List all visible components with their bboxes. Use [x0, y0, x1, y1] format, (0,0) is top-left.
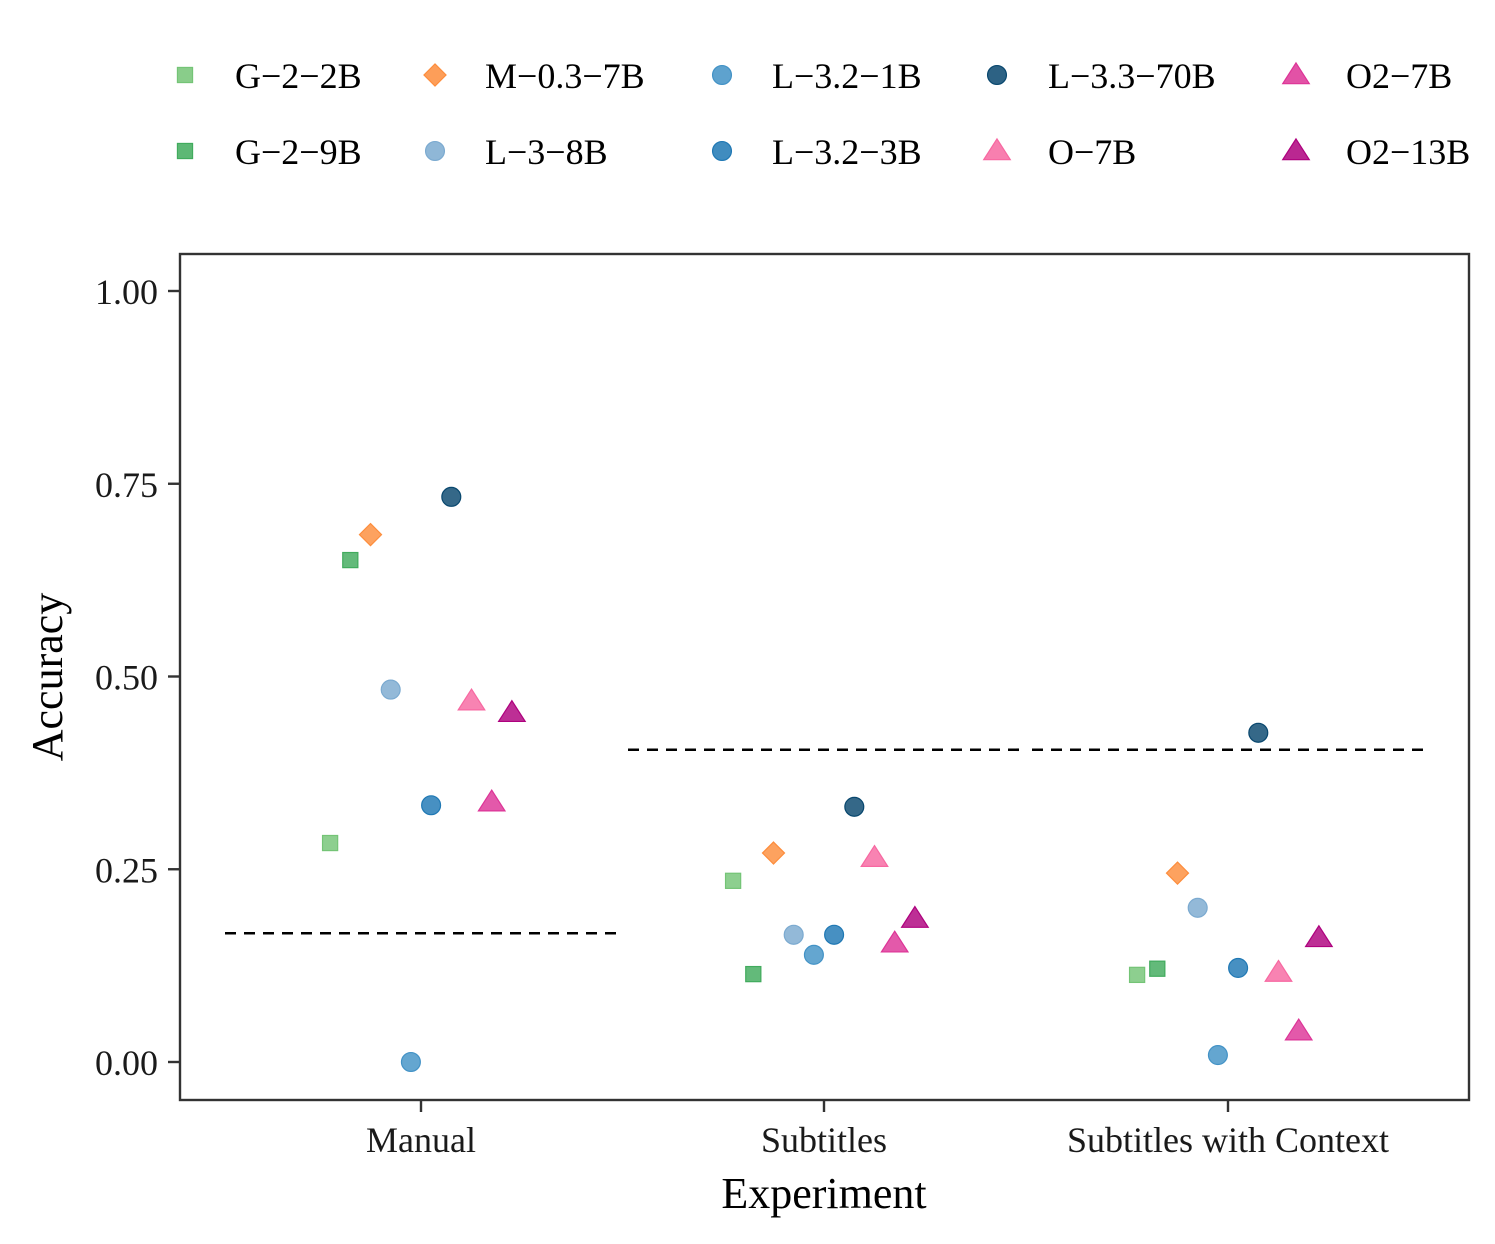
- data-point: [1248, 722, 1269, 743]
- y-axis-title: Accuracy: [23, 593, 72, 762]
- legend-label: M−0.3−7B: [485, 56, 645, 96]
- y-axis: 0.00 0.25 0.50 0.75 1.00: [95, 272, 180, 1083]
- data-point: [477, 788, 507, 812]
- x-axis: Manual Subtitles Subtitles with Context: [366, 1100, 1389, 1160]
- data-point: [441, 486, 462, 507]
- x-axis-title: Experiment: [721, 1169, 926, 1218]
- data-point: [1284, 1017, 1314, 1041]
- data-point: [1149, 960, 1166, 977]
- legend-label: O2−13B: [1346, 132, 1470, 172]
- x-tick-label: Subtitles: [761, 1120, 887, 1160]
- legend-label: O2−7B: [1346, 56, 1452, 96]
- legend-label: L−3.3−70B: [1048, 56, 1216, 96]
- legend-label: G−2−9B: [235, 132, 362, 172]
- data-point: [1187, 897, 1208, 918]
- x-tick-label: Subtitles with Context: [1067, 1120, 1389, 1160]
- baselines: [225, 748, 1424, 935]
- legend-key: [1281, 61, 1311, 85]
- data-point: [457, 687, 486, 711]
- legend-label: O−7B: [1048, 132, 1136, 172]
- data-point: [1304, 924, 1334, 948]
- legend-key: [1281, 137, 1311, 161]
- data-point: [321, 834, 339, 852]
- x-tick-label: Manual: [366, 1120, 476, 1160]
- data-point: [1228, 957, 1249, 978]
- legend-key: [711, 64, 733, 86]
- legend-label: L−3−8B: [485, 132, 608, 172]
- data-point: [1264, 959, 1293, 982]
- legend-key: [176, 66, 194, 84]
- legend-key: [424, 140, 446, 162]
- y-tick-label: 0.25: [95, 850, 158, 890]
- legend-label: G−2−2B: [235, 56, 362, 96]
- legend-label: L−3.2−1B: [772, 56, 922, 96]
- data-points: [321, 486, 1334, 1073]
- y-tick-label: 1.00: [95, 272, 158, 312]
- data-point: [1128, 966, 1146, 984]
- data-point: [421, 795, 442, 816]
- data-point: [860, 844, 889, 867]
- data-point: [1165, 861, 1190, 885]
- data-point: [880, 930, 910, 953]
- y-tick-label: 0.00: [95, 1043, 158, 1083]
- data-point: [824, 924, 845, 945]
- data-point: [844, 796, 865, 817]
- data-point: [497, 699, 527, 723]
- y-tick-label: 0.75: [95, 465, 158, 505]
- legend-key: [986, 64, 1008, 86]
- data-point: [783, 924, 804, 945]
- y-tick-label: 0.50: [95, 658, 158, 698]
- data-point: [724, 872, 742, 889]
- legend-key: [982, 137, 1012, 161]
- data-point: [380, 679, 401, 700]
- legend-key: [711, 140, 733, 162]
- data-point: [358, 522, 383, 547]
- legend-label: L−3.2−3B: [772, 132, 922, 172]
- data-point: [900, 905, 930, 928]
- data-point: [1207, 1045, 1228, 1066]
- legend-key: [176, 142, 194, 160]
- legend: G−2−2B G−2−9B M−0.3−7B L−3−8B L−3.2−1B L−3.2−…: [176, 56, 1470, 172]
- data-point: [803, 944, 824, 965]
- data-point: [745, 965, 762, 983]
- data-point: [342, 551, 359, 569]
- data-point: [761, 841, 786, 865]
- data-point: [400, 1051, 421, 1073]
- legend-key: [423, 63, 447, 87]
